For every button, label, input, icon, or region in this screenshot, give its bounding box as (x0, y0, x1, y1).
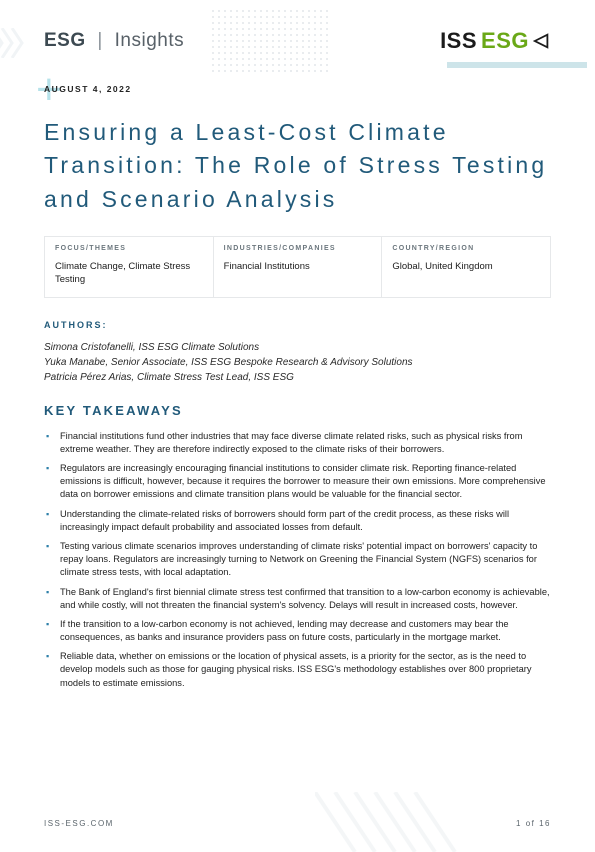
logo-iss: ISS (440, 28, 477, 54)
author-line: Yuka Manabe, Senior Associate, ISS ESG B… (44, 355, 551, 370)
meta-industries-header: INDUSTRIES/COMPANIES (224, 245, 372, 252)
list-item: Testing various climate scenarios improv… (44, 540, 551, 580)
footer-site: ISS-ESG.COM (44, 819, 114, 828)
publish-date: AUGUST 4, 2022 (44, 84, 551, 94)
meta-region-header: COUNTRY/REGION (392, 245, 540, 252)
brand-divider: | (97, 30, 102, 51)
list-item: Regulators are increasingly encouraging … (44, 462, 551, 502)
brand-right: ISS ESG (440, 28, 551, 54)
header: ESG | Insights ISS ESG (44, 28, 551, 54)
footer-page: 1 of 16 (516, 819, 551, 828)
document-title: Ensuring a Least-Cost Climate Transition… (44, 116, 551, 216)
meta-region-value: Global, United Kingdom (392, 260, 540, 273)
logo-triangle-icon (533, 32, 551, 50)
brand-esg: ESG (44, 30, 86, 51)
list-item: Financial institutions fund other indust… (44, 430, 551, 456)
author-line: Simona Cristofanelli, ISS ESG Climate So… (44, 340, 551, 355)
meta-focus-header: FOCUS/THEMES (55, 245, 203, 252)
list-item: Understanding the climate-related risks … (44, 508, 551, 534)
key-takeaways-heading: KEY TAKEAWAYS (44, 403, 551, 418)
brand-insights: Insights (115, 30, 184, 51)
meta-focus: FOCUS/THEMES Climate Change, Climate Str… (45, 237, 214, 297)
key-takeaways-list: Financial institutions fund other indust… (44, 430, 551, 690)
list-item: If the transition to a low-carbon econom… (44, 618, 551, 644)
footer: ISS-ESG.COM 1 of 16 (44, 819, 551, 828)
meta-industries-value: Financial Institutions (224, 260, 372, 273)
meta-focus-value: Climate Change, Climate Stress Testing (55, 260, 203, 287)
authors-heading: AUTHORS: (44, 320, 551, 330)
meta-industries: INDUSTRIES/COMPANIES Financial Instituti… (214, 237, 383, 297)
meta-region: COUNTRY/REGION Global, United Kingdom (382, 237, 550, 297)
list-item: The Bank of England's first biennial cli… (44, 586, 551, 612)
logo-esg: ESG (481, 28, 529, 54)
meta-table: FOCUS/THEMES Climate Change, Climate Str… (44, 236, 551, 298)
brand-left: ESG | Insights (44, 30, 184, 52)
list-item: Reliable data, whether on emissions or t… (44, 650, 551, 690)
author-line: Patricia Pérez Arias, Climate Stress Tes… (44, 370, 551, 385)
